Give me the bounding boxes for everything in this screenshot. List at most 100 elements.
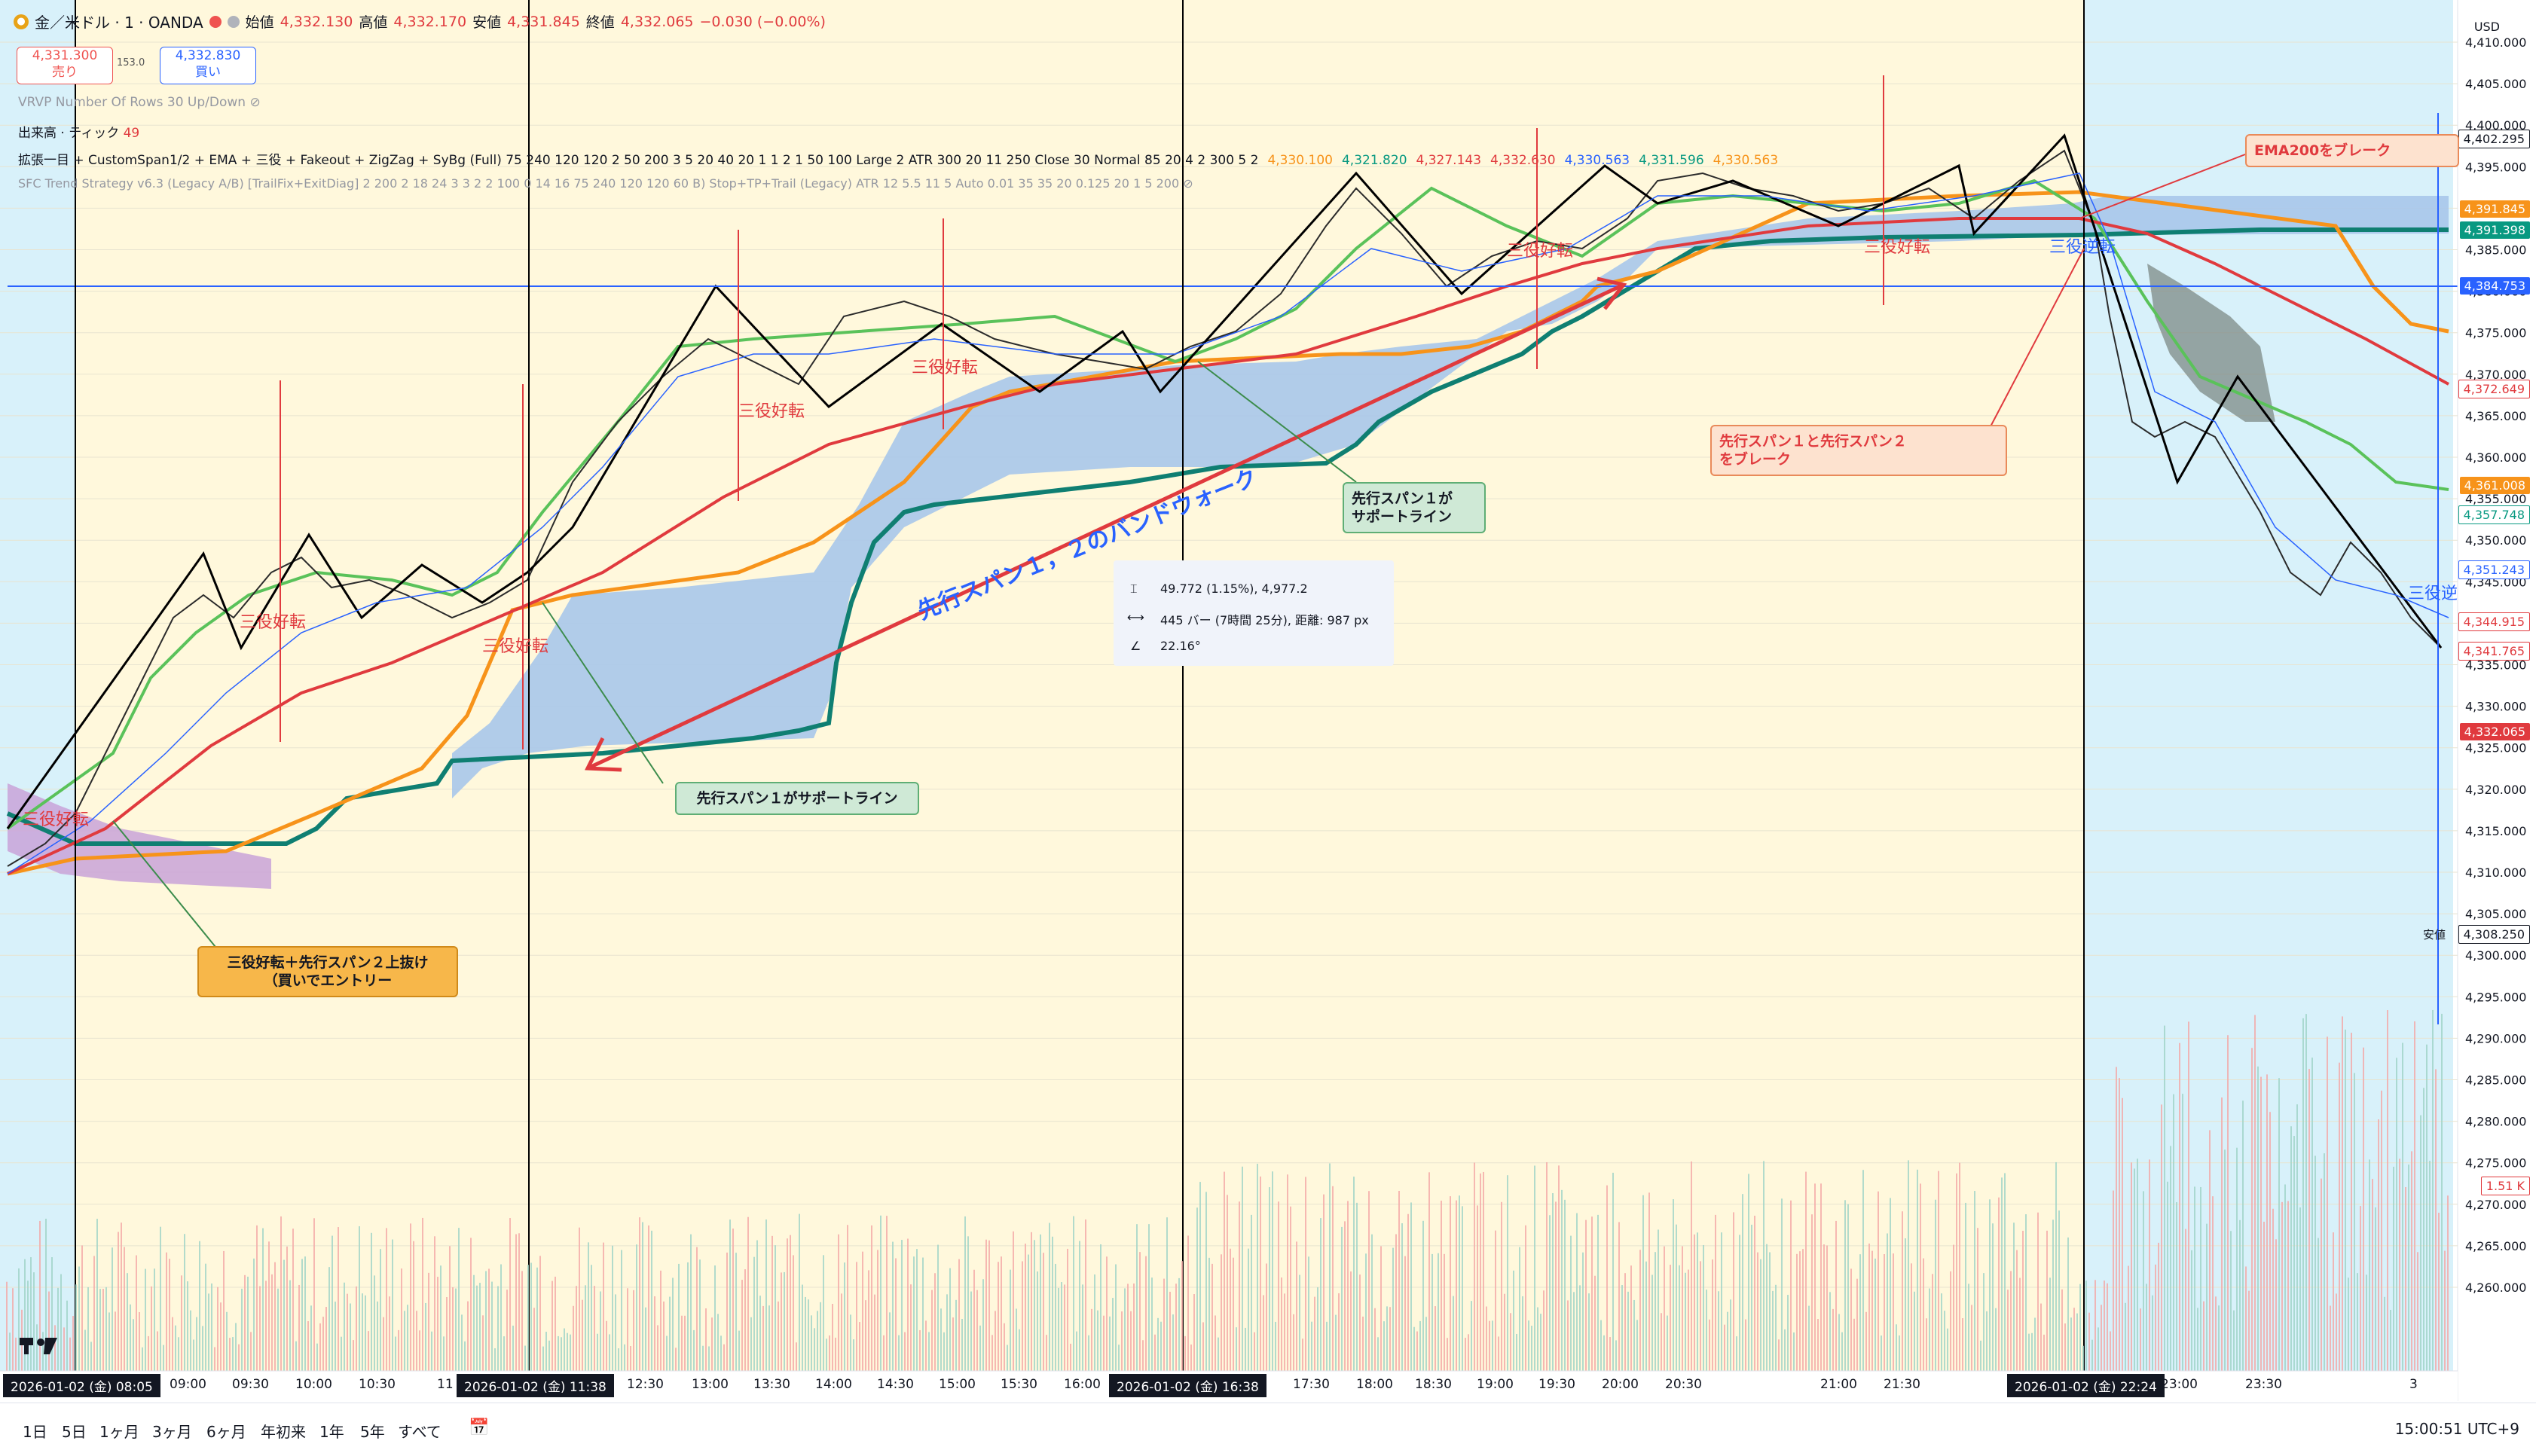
change-value: −0.030 (−0.00%): [699, 13, 826, 30]
vrvp-text: VRVP Number Of Rows 30 Up/Down: [18, 95, 246, 110]
price-candles-trace: [7, 149, 2442, 867]
eye-hidden-icon[interactable]: ⊘: [1183, 176, 1193, 191]
price-tick-label: 4,320.000: [2465, 783, 2526, 797]
price-tick-label: 4,270.000: [2465, 1198, 2526, 1212]
callout-pointer-entry: [112, 820, 219, 951]
callout-pointer-support1: [542, 602, 664, 784]
band-walk-arrowhead-left: [585, 737, 622, 772]
clock[interactable]: 15:00:51 UTC+9: [2394, 1420, 2519, 1438]
band-walk-arrowhead-right: [1596, 276, 1627, 310]
annotation-support1[interactable]: 先行スパン１がサポートライン: [675, 782, 919, 815]
gold-symbol-icon: ●: [14, 14, 29, 29]
indicator-ichimoku[interactable]: 拡張一目 + CustomSpan1/2 + EMA + 三役 + Fakeou…: [18, 149, 1778, 168]
low-value: 4,331.845: [507, 13, 580, 30]
price-tick-label: 4,285.000: [2465, 1073, 2526, 1088]
annotation-entry[interactable]: 三役好転＋先行スパン２上抜け （買いでエントリー: [197, 946, 458, 997]
timeframe-button[interactable]: 5日: [62, 1423, 87, 1441]
kijun-orange-line: [7, 190, 2449, 876]
callout-pointer-ema: [2079, 154, 2246, 219]
ichimoku-value: 4,327.143: [1416, 153, 1482, 168]
price-tick-label: 4,350.000: [2465, 533, 2526, 548]
price-tick-label: 4,325.000: [2465, 741, 2526, 755]
time-tick-label: 21:30: [1884, 1377, 1920, 1392]
sanyaku-label: 三役逆転: [2049, 238, 2116, 257]
timeframe-button[interactable]: 5年: [360, 1423, 385, 1441]
price-tag: 4,402.295: [2458, 130, 2530, 148]
measure-line3: 22.16°: [1160, 639, 1201, 653]
height-icon: ⌶: [1130, 581, 1138, 596]
ema200-line: [7, 217, 2449, 875]
time-tick-label: 13:30: [753, 1377, 790, 1392]
timeframe-button[interactable]: 6ヶ月: [206, 1423, 246, 1441]
timeframe-button[interactable]: すべて: [398, 1423, 442, 1441]
time-tick-label: 16:00: [1064, 1377, 1101, 1392]
low-marker-label: 安値: [2423, 928, 2446, 942]
sell-label: 売り: [52, 65, 78, 80]
measure-line2: 445 バー (7時間 25分), 距離: 987 px: [1160, 613, 1369, 627]
callout-pointer-span: [1988, 248, 2085, 430]
time-tick-label: 17:30: [1293, 1377, 1330, 1392]
sell-button[interactable]: 4,331.300 売り: [17, 47, 113, 84]
price-tick-label: 4,295.000: [2465, 990, 2526, 1004]
sanyaku-label: 三役好転: [1507, 242, 1574, 261]
symbol-header: ● 金／米ドル · 1 · OANDA 始値 4,332.130 高値 4,332.…: [14, 11, 826, 32]
sanyaku-label: 三役逆: [2408, 585, 2458, 603]
eye-hidden-icon[interactable]: ⊘: [249, 95, 261, 110]
price-tag: 1.51 K: [2480, 1177, 2530, 1195]
price-tag: 4,357.748: [2458, 505, 2530, 524]
time-crosshair-badge: 2026-01-02 (金) 22:24: [2007, 1374, 2165, 1397]
volume-value: 49: [123, 126, 140, 141]
indicator-sfc[interactable]: SFC Trend Strategy v6.3 (Legacy A/B) [Tr…: [18, 176, 1193, 191]
annotation-ema-break[interactable]: EMA200をブレーク: [2245, 134, 2459, 167]
price-tick-label: 4,260.000: [2465, 1280, 2526, 1295]
ichimoku-value: 4,321.820: [1341, 153, 1407, 168]
open-label: 始値: [245, 14, 274, 31]
ichimoku-value: 4,330.563: [1564, 153, 1630, 168]
sanyaku-label: 三役好転: [1864, 238, 1931, 257]
time-tick-label: 11: [437, 1377, 454, 1392]
tradingview-logo-icon[interactable]: [20, 1338, 57, 1354]
price-tag: 4,344.915: [2458, 612, 2530, 631]
price-tick-label: 4,280.000: [2465, 1115, 2526, 1129]
buy-button[interactable]: 4,332.830 買い: [160, 47, 256, 84]
time-tick-label: 15:30: [1001, 1377, 1037, 1392]
currency-label: USD: [2473, 20, 2500, 34]
price-tick-label: 4,375.000: [2465, 326, 2526, 340]
sanyaku-label: 三役好転: [482, 637, 549, 656]
date-range-icon[interactable]: 📅: [469, 1418, 490, 1437]
bottom-toolbar: 1日 5日 1ヶ月 3ヶ月 6ヶ月 年初来 1年 5年 すべて 📅 15:00:51 UTC+9: [0, 1403, 2536, 1456]
sanyaku-label: 三役好転: [912, 359, 979, 377]
price-tag: 4,361.008: [2459, 477, 2530, 494]
time-tick-label: 15:00: [939, 1377, 976, 1392]
close-value: 4,332.065: [620, 13, 694, 30]
time-tick-label: 14:30: [877, 1377, 914, 1392]
market-status-icon[interactable]: [209, 15, 222, 28]
tenkan-green-line: [6, 179, 2449, 830]
indicator-volume[interactable]: 出来高 · ティック 49: [18, 122, 139, 141]
price-tag: 4,384.753: [2459, 277, 2530, 295]
annotation-support2[interactable]: 先行スパン１が サポートライン: [1343, 482, 1486, 533]
blue-thin-line: [7, 172, 2449, 875]
timeframe-button[interactable]: 1ヶ月: [99, 1423, 139, 1441]
data-status-icon[interactable]: [227, 15, 240, 28]
price-tag: 4,391.845: [2459, 200, 2530, 218]
symbol-name[interactable]: 金／米ドル · 1 · OANDA: [35, 14, 203, 32]
price-tag: 4,308.250: [2458, 925, 2530, 944]
price-tick-label: 4,330.000: [2465, 700, 2526, 714]
annotation-span-break[interactable]: 先行スパン１と先行スパン２ をブレーク: [1710, 425, 2007, 476]
price-tick-label: 4,355.000: [2465, 492, 2526, 506]
time-tick-label: 21:00: [1820, 1377, 1857, 1392]
indicator-vrvp[interactable]: VRVP Number Of Rows 30 Up/Down ⊘: [18, 95, 261, 110]
price-tag: 4,372.649: [2458, 380, 2530, 398]
timeframe-button[interactable]: 3ヶ月: [152, 1423, 192, 1441]
price-tick-label: 4,265.000: [2465, 1239, 2526, 1253]
price-tag: 4,351.243: [2458, 560, 2530, 579]
callout-pointer-support2: [1197, 361, 1357, 483]
timeframe-button[interactable]: 1年: [319, 1423, 344, 1441]
timeframe-button[interactable]: 1日: [23, 1423, 47, 1441]
timeframe-button[interactable]: 年初来: [261, 1423, 306, 1441]
time-tick-label: 12:30: [627, 1377, 664, 1392]
time-tick-label: 14:00: [815, 1377, 852, 1392]
time-tick-label: 09:00: [170, 1377, 206, 1392]
